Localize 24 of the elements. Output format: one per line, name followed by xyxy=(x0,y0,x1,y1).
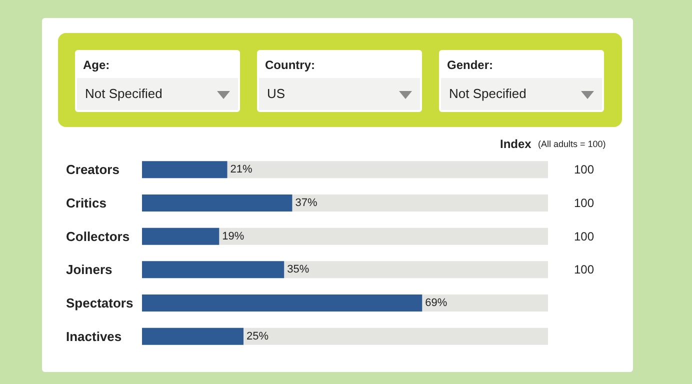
y-tick-label: Creators xyxy=(66,162,120,178)
y-tick-label: Joiners xyxy=(66,262,112,278)
dropdown: Age: Not Specified xyxy=(75,50,240,112)
y-tick-label: Spectators xyxy=(66,296,134,310)
data-label: 35% xyxy=(287,264,310,276)
data-label: 19% xyxy=(222,230,244,242)
bar xyxy=(142,161,228,178)
y-tick-label: Collectors xyxy=(66,228,130,244)
data-label: 21% xyxy=(230,164,252,176)
bar xyxy=(142,328,244,345)
text: 100 xyxy=(574,262,594,277)
y-tick-label: Inactives xyxy=(66,328,122,344)
dropdown: Country: US xyxy=(257,50,422,112)
text: Index xyxy=(500,137,532,151)
text: 100 xyxy=(574,196,594,210)
text: 100 xyxy=(574,229,594,244)
data-label: 37% xyxy=(295,197,318,209)
data-label: 25% xyxy=(246,330,269,342)
text: 100 xyxy=(574,162,594,177)
text: (All adults = 100) xyxy=(538,139,606,149)
y-tick-label: Critics xyxy=(66,196,106,210)
bar xyxy=(142,228,220,245)
data-label: 69% xyxy=(425,297,448,309)
dropdown: Gender: Not Specified xyxy=(439,50,604,112)
